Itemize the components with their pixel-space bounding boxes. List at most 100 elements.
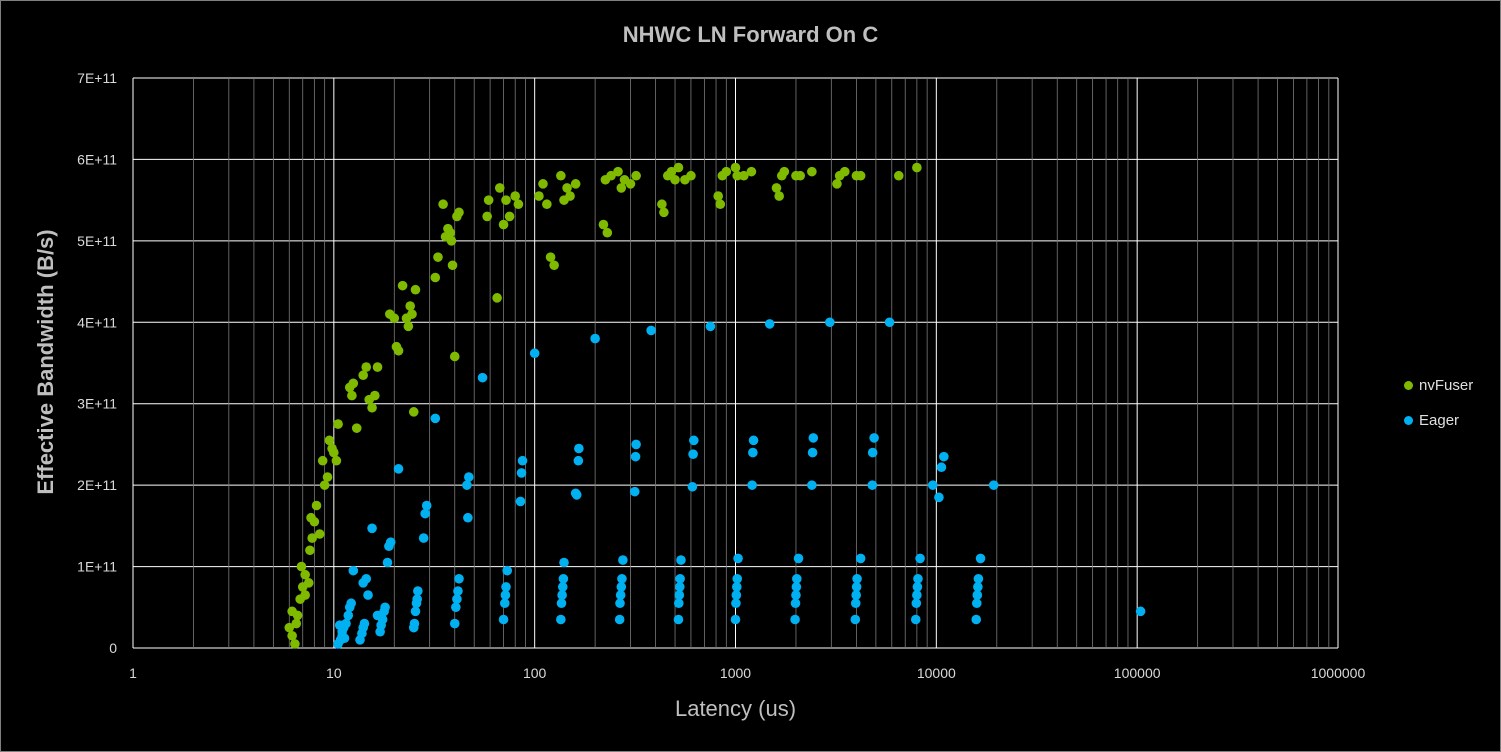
- x-tick-label: 10000: [917, 665, 956, 681]
- x-tick-label: 10: [326, 665, 342, 681]
- point-eager: [339, 633, 350, 644]
- y-tick-label: 2E+11: [77, 477, 117, 493]
- y-tick-label: 4E+11: [77, 314, 117, 330]
- point-eager: [867, 447, 878, 458]
- y-tick-label: 0: [109, 640, 117, 656]
- point-eager: [808, 433, 819, 443]
- x-tick-label: 100000: [1114, 665, 1161, 681]
- point-eager: [851, 582, 862, 592]
- point-eager: [359, 618, 370, 629]
- legend-label-nvfuser: nvFuser: [1419, 376, 1474, 394]
- data-points: [284, 162, 1146, 649]
- point-nvfuser: [300, 569, 310, 580]
- point-nvfuser: [492, 293, 502, 303]
- point-eager: [675, 573, 685, 584]
- point-nvfuser: [319, 480, 330, 490]
- point-eager: [1135, 606, 1146, 617]
- point-eager: [927, 480, 938, 490]
- point-nvfuser: [562, 183, 572, 193]
- point-eager: [748, 447, 758, 458]
- point-eager: [972, 590, 983, 600]
- point-eager: [393, 464, 404, 474]
- chart-title: NHWC LN Forward On C: [622, 22, 879, 47]
- point-eager: [557, 590, 567, 600]
- point-nvfuser: [287, 630, 297, 641]
- point-nvfuser: [410, 284, 421, 295]
- point-nvfuser: [311, 500, 322, 511]
- point-eager: [559, 557, 569, 568]
- point-nvfuser: [832, 179, 842, 189]
- point-eager: [382, 557, 393, 568]
- point-eager: [334, 620, 345, 630]
- point-eager: [630, 451, 641, 462]
- point-eager: [733, 553, 743, 564]
- point-eager: [791, 590, 801, 600]
- point-eager: [731, 598, 741, 609]
- point-nvfuser: [483, 195, 494, 205]
- legend-item-eager: Eager: [1404, 409, 1473, 431]
- point-eager: [855, 553, 866, 564]
- point-eager: [618, 555, 628, 565]
- point-eager: [939, 451, 949, 462]
- point-eager: [936, 462, 947, 473]
- point-eager: [614, 614, 625, 625]
- x-axis-label: Latency (us): [674, 696, 797, 721]
- point-eager: [498, 614, 509, 625]
- point-nvfuser: [504, 211, 515, 222]
- point-nvfuser: [433, 252, 443, 262]
- point-nvfuser: [795, 170, 806, 181]
- point-nvfuser: [370, 390, 380, 401]
- y-tick-label: 5E+11: [77, 233, 117, 249]
- x-tick-label: 1000000: [1311, 665, 1366, 681]
- point-eager: [913, 573, 923, 584]
- y-tick-label: 3E+11: [77, 396, 117, 412]
- point-eager: [380, 602, 390, 613]
- point-eager: [674, 582, 685, 592]
- point-nvfuser: [300, 590, 310, 600]
- point-eager: [973, 582, 983, 592]
- point-eager: [688, 449, 698, 460]
- point-nvfuser: [407, 309, 417, 319]
- point-eager: [616, 582, 627, 592]
- point-nvfuser: [713, 191, 723, 201]
- point-eager: [646, 325, 656, 336]
- point-nvfuser: [912, 162, 922, 173]
- point-nvfuser: [732, 170, 743, 181]
- point-eager: [409, 618, 420, 629]
- point-nvfuser: [307, 533, 317, 543]
- point-eager: [791, 582, 802, 592]
- point-nvfuser: [730, 162, 741, 173]
- point-eager: [971, 598, 982, 609]
- point-eager: [731, 582, 742, 592]
- point-eager: [689, 435, 699, 446]
- point-nvfuser: [501, 195, 511, 205]
- point-nvfuser: [510, 191, 521, 201]
- x-tick-label: 1: [129, 665, 137, 681]
- point-nvfuser: [447, 260, 458, 271]
- point-eager: [673, 598, 684, 609]
- grid-lines: [132, 77, 1339, 649]
- point-eager: [673, 614, 684, 625]
- point-eager: [747, 480, 757, 490]
- point-eager: [852, 573, 862, 584]
- point-nvfuser: [372, 362, 383, 372]
- point-eager: [573, 455, 584, 466]
- point-eager: [912, 590, 922, 600]
- point-eager: [764, 319, 775, 329]
- point-eager: [748, 435, 759, 446]
- x-tick-label: 100: [523, 665, 547, 681]
- point-eager: [452, 594, 462, 604]
- point-eager: [790, 598, 801, 609]
- point-eager: [449, 618, 460, 629]
- point-nvfuser: [534, 191, 544, 201]
- point-nvfuser: [565, 191, 575, 201]
- point-eager: [792, 573, 802, 584]
- point-nvfuser: [438, 199, 448, 210]
- legend-item-nvfuser: nvFuser: [1404, 374, 1473, 396]
- point-nvfuser: [296, 561, 307, 572]
- point-nvfuser: [606, 170, 616, 181]
- point-nvfuser: [538, 179, 548, 189]
- point-nvfuser: [445, 227, 456, 238]
- point-nvfuser: [602, 227, 613, 238]
- point-nvfuser: [839, 166, 850, 177]
